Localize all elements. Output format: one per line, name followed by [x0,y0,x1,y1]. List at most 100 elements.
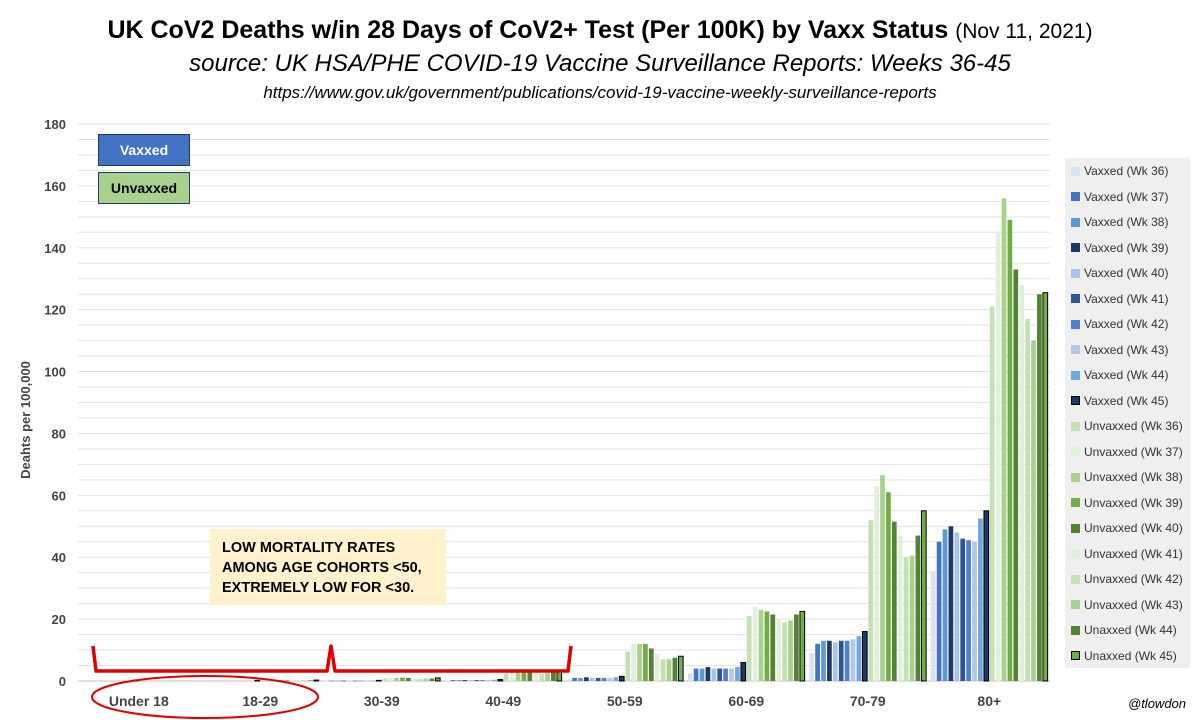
bar [551,672,556,681]
bar [607,677,613,681]
bar [341,680,346,682]
legend-swatch [1071,600,1080,609]
low-mortality-bracket [91,644,573,673]
unvaxxed-key: Unvaxxed [98,172,190,204]
bar [411,678,417,681]
bar [693,668,699,681]
bar [254,679,261,682]
bar [861,630,868,682]
chart-subtitle: source: UK HSA/PHE COVID-19 Vaccine Surv… [189,50,1011,77]
legend-label: Unvaxxed (Wk 37) [1084,444,1183,459]
x-axis-ticks: Under 18 18-29 30-39 40-49 50-59 60-69 70-79 80… [109,693,1001,709]
legend-label: Unvaxxed (Wk 43) [1084,597,1183,612]
y-tick-label: 60 [52,488,66,503]
bar [799,610,806,682]
legend-item: Vaxxed (Wk 43) [1071,341,1168,359]
bar [515,669,521,681]
bar [601,677,607,681]
bar [995,232,1001,681]
bars [132,198,1049,682]
bar [323,680,329,682]
bar [578,677,583,681]
bar [556,671,563,682]
x-tick-label: 18-29 [242,693,278,709]
legend-label: Unvaxxed (Wk 36) [1084,419,1183,433]
bar [584,677,589,681]
bar [764,611,770,682]
legend-swatch [1071,370,1080,380]
bar [284,680,290,681]
legend-swatch [1071,268,1080,278]
y-tick-label: 100 [44,365,66,380]
bar [539,673,544,681]
bar [660,659,666,681]
bar [625,651,631,681]
bar [838,640,844,681]
legend-swatch [1071,396,1080,405]
y-axis-ticks: 0 20 40 60 80 100 120 140 160 180 [44,117,66,689]
bar [643,643,648,681]
y-tick-label: 20 [52,612,66,627]
legend-item: Vaxxed (Wk 40) [1071,264,1168,282]
legend-item: Unaxxed (Wk 44) [1071,621,1177,639]
legend-label: Unvaxxed (Wk 38) [1084,470,1183,484]
bar [920,510,927,682]
bar [480,680,485,681]
bar [497,678,504,682]
bar [423,678,429,681]
bar [794,614,799,681]
bar [329,680,334,682]
legend-label: Vaxxed (Wk 36) [1084,164,1169,178]
bar [618,675,625,682]
bar [788,620,793,681]
bar [503,673,509,681]
bar [832,642,838,681]
legend-label: Vaxxed (Wk 37) [1084,189,1169,204]
legend-swatch [1071,217,1080,227]
legend-item: Unvaxxed (Wk 37) [1071,443,1183,461]
bar [735,667,740,681]
bar [1042,292,1049,682]
legend-item: Unvaxxed (Wk 42) [1071,570,1183,588]
annotation-line: AMONG AGE COHORTS <50, [222,560,422,576]
bar [382,678,388,681]
annotation-line: LOW MORTALITY RATES [222,540,396,556]
bar [486,680,491,681]
bar [915,535,921,681]
bar [468,680,474,681]
bar [827,640,832,681]
legend-swatch [1071,345,1080,354]
bar [335,680,340,682]
bar [880,475,885,681]
bar [903,557,909,681]
x-tick-label: 30-39 [364,693,400,709]
legend-label: Vaxxed (Wk 43) [1084,342,1169,357]
legend-label: Unvaxxed (Wk 42) [1084,572,1183,586]
legend-item: Vaxxed (Wk 37) [1071,188,1168,206]
legend-item: Vaxxed (Wk 42) [1071,315,1168,333]
legend-item: Unvaxxed (Wk 43) [1071,596,1183,614]
legend-swatch [1071,192,1080,201]
bar [394,677,399,681]
bar [752,606,758,681]
legend-item: Unvaxxed (Wk 40) [1071,519,1183,537]
legend-label: Vaxxed (Wk 44) [1084,368,1169,382]
x-tick-label: 60-69 [728,693,764,709]
bar [296,680,301,681]
bar [637,643,642,681]
bar [1031,340,1036,681]
legend-label: Vaxxed (Wk 39) [1084,240,1169,255]
bar [850,639,856,681]
bar [886,492,891,681]
legend-swatch [1071,549,1080,558]
legend-swatch [1071,294,1080,303]
bar [909,555,915,681]
y-tick-label: 120 [44,303,66,318]
legend-swatch [1071,523,1080,533]
y-tick-label: 160 [44,179,66,194]
bar [740,661,747,682]
title-date: (Nov 11, 2021) [955,20,1093,43]
legend-swatch [1071,625,1080,635]
unvaxxed-key-label: Unvaxxed [110,180,178,196]
